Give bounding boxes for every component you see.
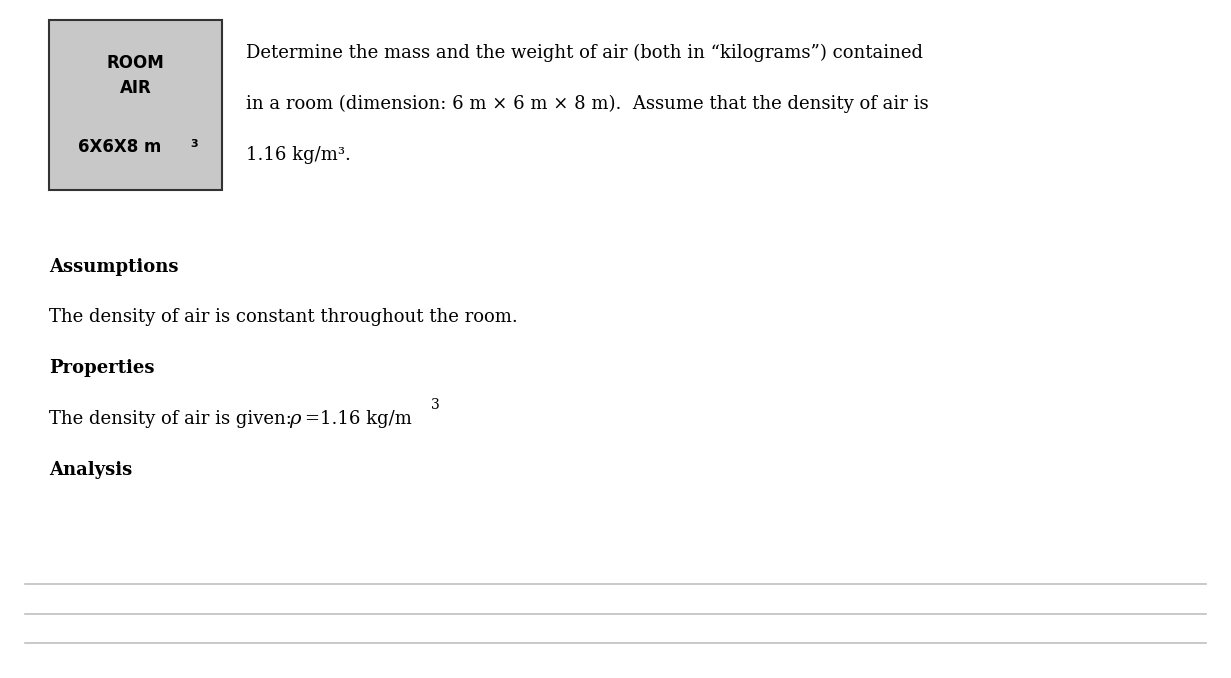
Text: The density of air is constant throughout the room.: The density of air is constant throughou…: [49, 308, 518, 327]
Text: AIR: AIR: [119, 79, 151, 97]
Text: Determine the mass and the weight of air (both in “kilograms”) contained: Determine the mass and the weight of air…: [246, 44, 923, 62]
Text: The density of air is given:: The density of air is given:: [49, 410, 304, 428]
Text: 6X6X8 m: 6X6X8 m: [78, 138, 161, 157]
Text: Analysis: Analysis: [49, 461, 133, 479]
Text: in a room (dimension: 6 m × 6 m × 8 m).  Assume that the density of air is: in a room (dimension: 6 m × 6 m × 8 m). …: [246, 95, 929, 113]
Text: ρ: ρ: [289, 410, 300, 428]
Text: Properties: Properties: [49, 359, 155, 378]
Text: 1.16 kg/m³.: 1.16 kg/m³.: [246, 146, 351, 164]
Text: 3: 3: [431, 398, 439, 412]
Text: 3: 3: [191, 139, 198, 149]
Text: ROOM: ROOM: [107, 54, 164, 72]
Text: Assumptions: Assumptions: [49, 258, 178, 276]
FancyBboxPatch shape: [49, 20, 222, 190]
Text: =1.16 kg/m: =1.16 kg/m: [305, 410, 412, 428]
